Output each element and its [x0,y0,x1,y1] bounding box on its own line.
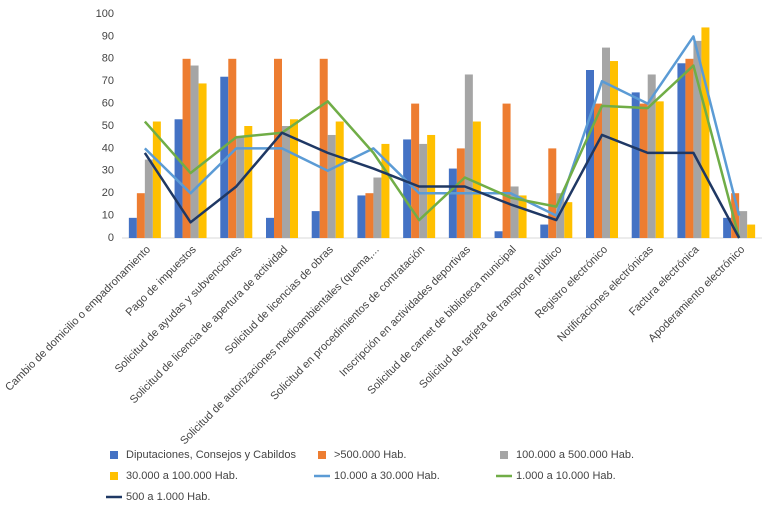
bar [128,217,137,238]
bar [564,202,573,238]
x-tick-label: Apoderamiento electrónico [646,244,747,345]
legend-label: 30.000 a 100.000 Hab. [126,470,238,482]
y-tick-label: 0 [108,232,114,244]
bar [365,193,374,238]
line [143,131,741,239]
y-tick-label: 70 [102,75,114,87]
bar [190,65,199,239]
bar [556,193,565,238]
bar [693,40,702,238]
legend-label: >500.000 Hab. [334,449,406,461]
bar [403,139,412,238]
bar [739,211,748,238]
bar [502,103,511,238]
bar [198,83,207,238]
bar [701,27,710,238]
bar [327,134,336,238]
y-tick-label: 100 [96,8,114,20]
bar [411,103,420,238]
y-tick-label: 10 [102,210,114,222]
bar [290,119,298,238]
bar [282,126,290,238]
bar [319,58,328,238]
y-tick-label: 50 [102,120,114,132]
bar [144,159,153,238]
bar [647,74,656,238]
bar [494,231,503,238]
legend-label: 10.000 a 30.000 Hab. [334,470,440,482]
legend-swatch [110,472,118,480]
x-tick-label: Solicitud de licencia de apertura de act… [128,244,290,406]
y-tick-label: 30 [102,165,114,177]
bar [518,195,527,238]
legend-label: Diputaciones, Consejos y Cabildos [126,449,296,461]
x-tick-label: Notificaciones electrónicas [555,243,656,344]
y-tick-label: 20 [102,187,114,199]
bar [631,92,640,239]
bar [685,58,694,238]
bar [548,148,557,238]
x-tick-label: Cambio de domicilio o empadronamiento [3,244,153,394]
bar [236,137,245,238]
bar [182,58,191,238]
bar [610,61,618,238]
legend-label: 100.000 a 500.000 Hab. [516,449,634,461]
bar [174,119,183,238]
legend-label: 1.000 a 10.000 Hab. [516,470,616,482]
bar [244,126,253,238]
bar [381,143,390,238]
bar [602,47,610,238]
y-tick-label: 40 [102,142,114,154]
bar [540,224,549,238]
legend-swatch [500,451,508,459]
bar [747,224,756,238]
bar [335,121,344,238]
bar [639,103,648,238]
bar [448,168,457,238]
bar [510,186,519,238]
bar [266,217,274,238]
legend-swatch [110,451,118,459]
bar [228,58,237,238]
line [143,64,741,239]
x-tick-label: Solicitud en procedimientos de contratac… [268,244,427,403]
bar [311,211,320,238]
bar [136,193,145,238]
y-tick-label: 60 [102,98,114,110]
bar [419,143,428,238]
bar [655,101,664,238]
bar [152,121,161,238]
bar [472,121,481,238]
bar [220,76,229,238]
bar [677,63,686,238]
legend-swatch [318,451,326,459]
bar [357,195,366,238]
bar [723,217,732,238]
bar [586,70,594,238]
line [143,35,741,217]
bar [731,193,740,238]
y-tick-label: 90 [102,30,114,42]
legend-label: 500 a 1.000 Hab. [126,491,210,503]
y-tick-label: 80 [102,53,114,65]
bar [464,74,473,238]
bar [373,177,382,238]
bar [594,103,602,238]
